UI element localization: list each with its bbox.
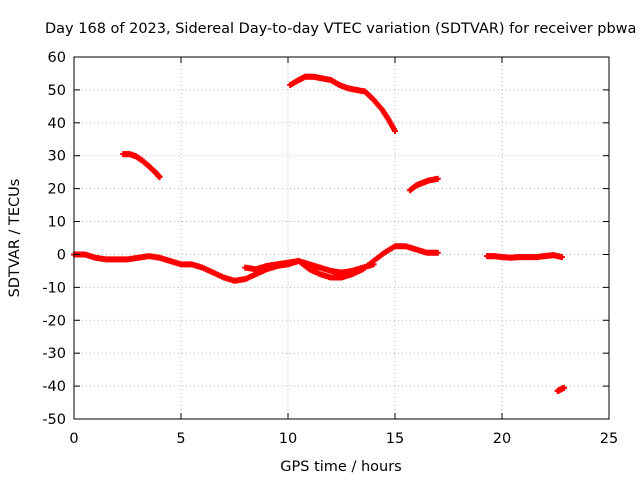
y-tick-label: 20 bbox=[48, 182, 66, 198]
chart-title: Day 168 of 2023, Sidereal Day-to-day VTE… bbox=[45, 21, 636, 37]
y-tick-label: -20 bbox=[42, 313, 66, 329]
plot-border bbox=[73, 56, 610, 420]
data-point bbox=[558, 254, 565, 261]
x-tick-label: 20 bbox=[493, 431, 511, 447]
y-tick-label: -40 bbox=[42, 379, 66, 395]
data-point bbox=[370, 261, 377, 268]
x-tick-label: 15 bbox=[386, 431, 404, 447]
x-tick-label: 0 bbox=[69, 431, 78, 447]
data-point bbox=[434, 249, 441, 256]
y-tick-label: 10 bbox=[48, 215, 66, 231]
x-tick-label: 5 bbox=[176, 431, 185, 447]
y-tick-label: 60 bbox=[48, 50, 66, 66]
y-axis-label: SDTVAR / TECUs bbox=[7, 179, 23, 298]
y-tick-label: 0 bbox=[57, 247, 66, 263]
y-tick-label: -10 bbox=[42, 280, 66, 296]
y-tick-label: 50 bbox=[48, 83, 66, 99]
y-tick-label: 30 bbox=[48, 149, 66, 165]
data-point bbox=[434, 175, 441, 182]
data-point bbox=[156, 174, 163, 181]
y-tick-label: 40 bbox=[48, 116, 66, 132]
data-point bbox=[392, 128, 398, 135]
x-axis-label: GPS time / hours bbox=[280, 459, 401, 475]
y-tick-label: -30 bbox=[42, 346, 66, 362]
data-point bbox=[561, 384, 568, 391]
y-tick-label: -50 bbox=[42, 412, 66, 428]
data-points bbox=[71, 73, 568, 395]
y-axis-ticks: -50 -40 -30 -20 -10 0 10 20 30 40 50 60 bbox=[42, 50, 609, 428]
x-tick-label: 25 bbox=[600, 431, 618, 447]
x-tick-label: 10 bbox=[279, 431, 297, 447]
grid-lines bbox=[74, 57, 609, 419]
x-axis-ticks: 0 5 10 15 20 25 bbox=[69, 57, 618, 447]
